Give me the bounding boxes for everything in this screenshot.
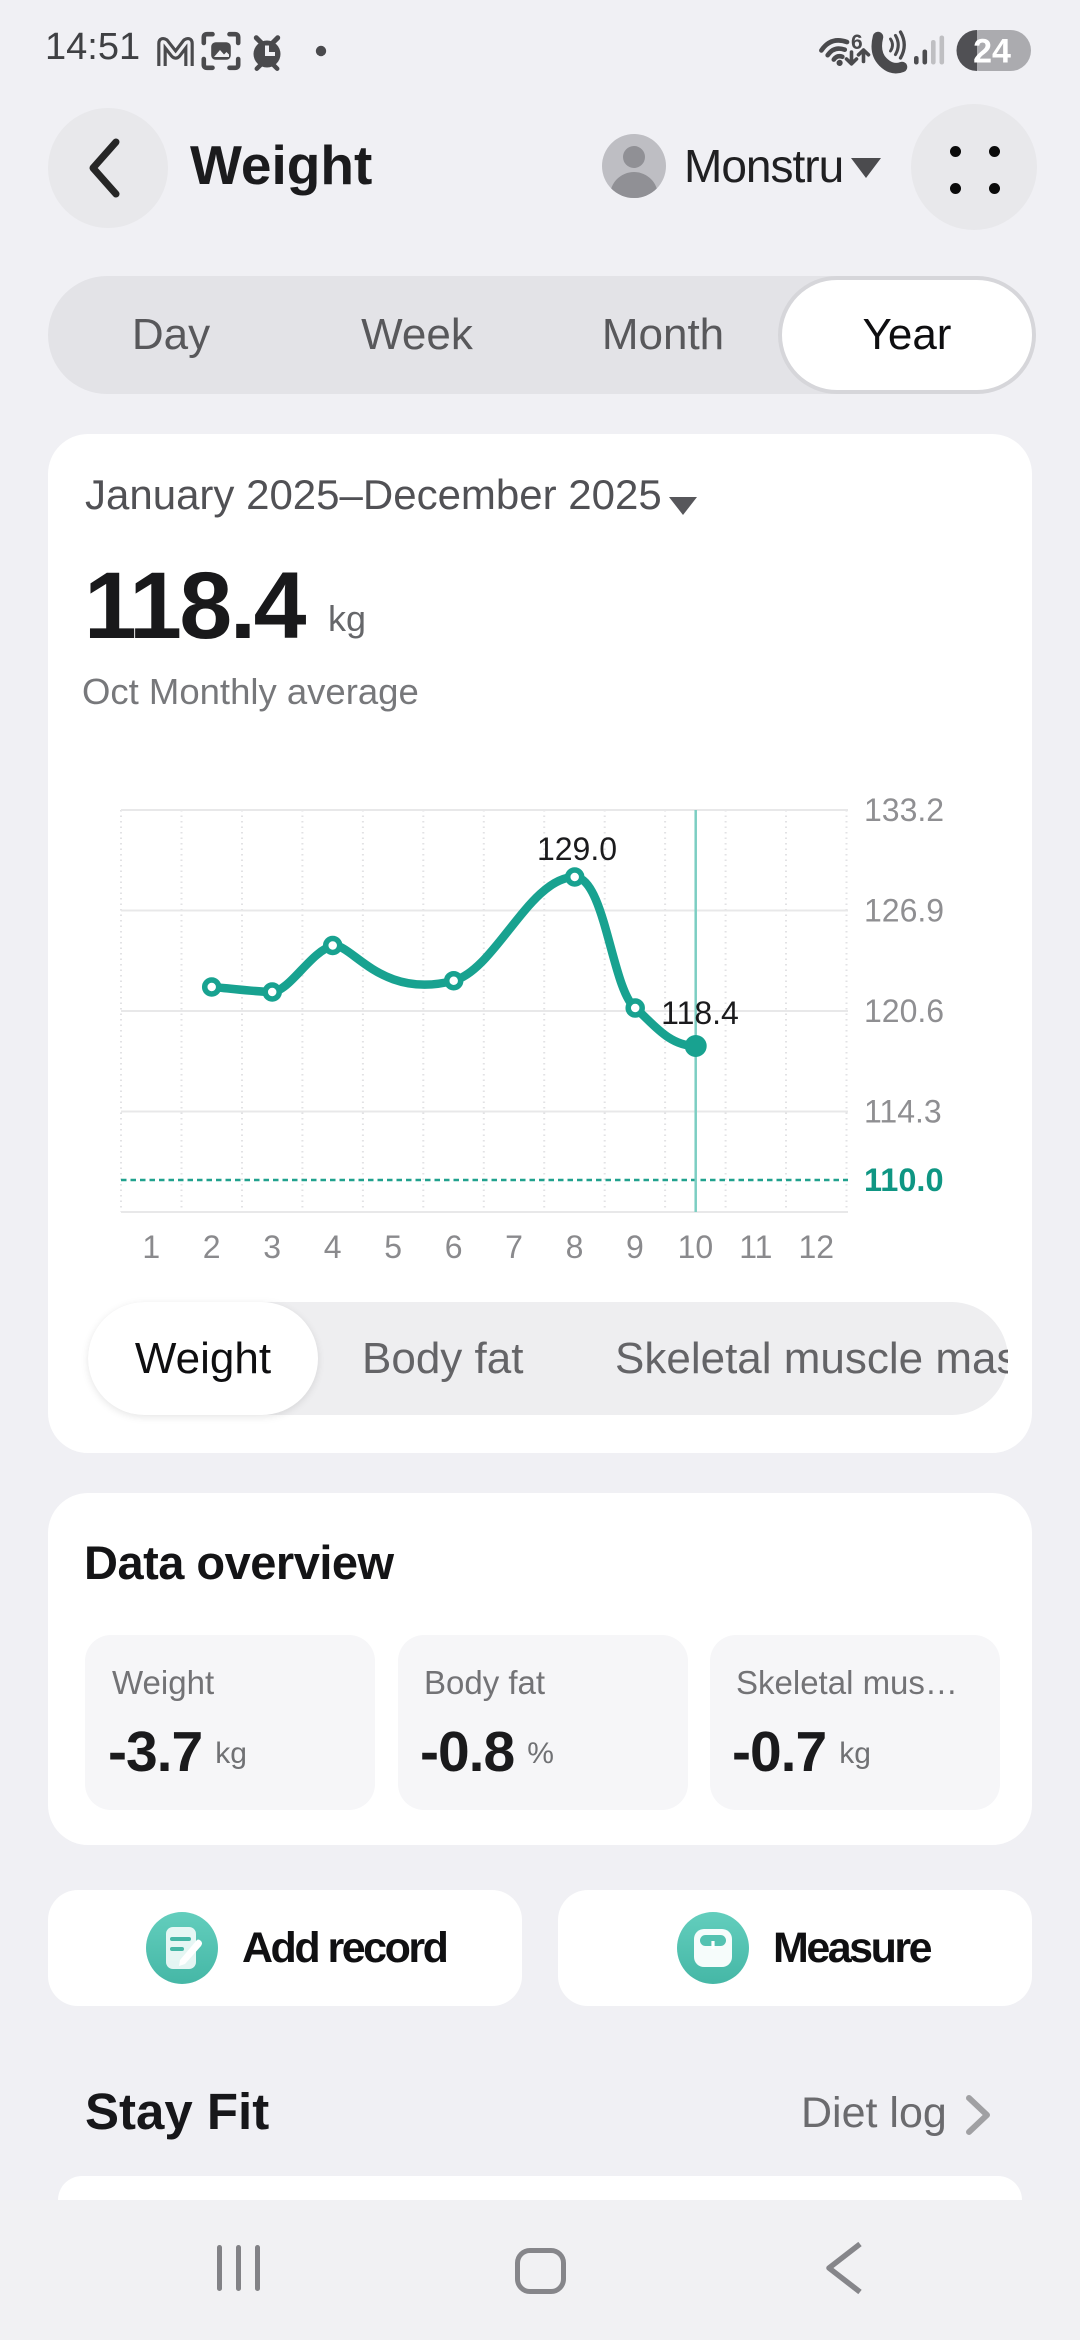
svg-text:1: 1 xyxy=(142,1229,160,1265)
svg-text:12: 12 xyxy=(799,1229,835,1265)
svg-text:129.0: 129.0 xyxy=(537,831,617,867)
svg-text:3: 3 xyxy=(263,1229,281,1265)
svg-text:8: 8 xyxy=(566,1229,584,1265)
svg-text:6: 6 xyxy=(445,1229,463,1265)
svg-text:5: 5 xyxy=(384,1229,402,1265)
svg-text:114.3: 114.3 xyxy=(864,1094,942,1130)
svg-text:110.0: 110.0 xyxy=(864,1162,944,1198)
svg-text:126.9: 126.9 xyxy=(864,893,944,929)
svg-text:7: 7 xyxy=(505,1229,523,1265)
svg-text:10: 10 xyxy=(678,1229,714,1265)
svg-text:4: 4 xyxy=(324,1229,342,1265)
svg-text:11: 11 xyxy=(739,1229,772,1265)
svg-text:2: 2 xyxy=(203,1229,221,1265)
svg-text:24: 24 xyxy=(973,33,1011,71)
svg-text:6: 6 xyxy=(851,31,863,54)
svg-text:133.2: 133.2 xyxy=(864,792,944,828)
svg-text:118.4: 118.4 xyxy=(661,995,739,1031)
svg-text:9: 9 xyxy=(626,1229,644,1265)
svg-text:120.6: 120.6 xyxy=(864,993,944,1029)
